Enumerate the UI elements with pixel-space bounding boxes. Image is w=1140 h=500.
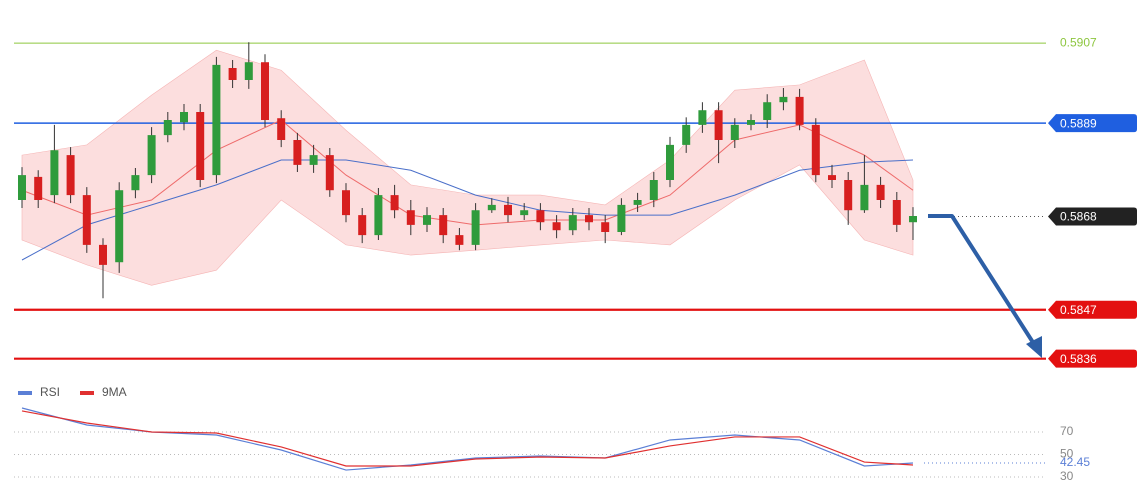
candle-body <box>520 210 529 216</box>
candle-body <box>115 190 124 263</box>
candle-body <box>633 200 642 205</box>
candle-body <box>844 180 853 211</box>
candle-body <box>99 244 107 265</box>
level-label: 0.5907 <box>1060 35 1097 49</box>
candle-body <box>860 184 869 211</box>
candle-body <box>666 144 674 180</box>
legend-label: 9MA <box>102 385 127 399</box>
candle-body <box>828 175 836 180</box>
candle-body <box>585 215 593 223</box>
candle-body <box>325 155 334 191</box>
candle-body <box>811 124 820 176</box>
rsi-line <box>21 410 914 467</box>
candle-body <box>747 120 755 125</box>
current-rsi-label: 42.45 <box>1060 455 1090 469</box>
candle-body <box>82 195 91 245</box>
candle-body <box>892 200 901 225</box>
candle-body <box>504 204 512 216</box>
candle-body <box>358 215 367 236</box>
arrow-line <box>928 214 1036 346</box>
candle-body <box>423 215 431 225</box>
candle-body <box>163 120 172 136</box>
y-tick-label: 70 <box>1060 424 1074 438</box>
candle-body <box>439 215 448 236</box>
rsi-line <box>21 407 914 471</box>
candle-body <box>293 140 302 165</box>
forecast-arrow <box>928 214 1042 358</box>
candle-body <box>795 96 804 125</box>
candle-body <box>698 110 707 125</box>
candle-body <box>909 216 917 223</box>
level-badge <box>1048 349 1137 368</box>
candle-body <box>196 112 205 180</box>
legend-label: RSI <box>40 385 60 399</box>
level-badge <box>1048 114 1137 133</box>
candle-body <box>147 135 156 176</box>
moving-average-slow <box>21 159 914 261</box>
candle-body <box>649 180 658 200</box>
candle-body <box>714 110 723 140</box>
candle-body <box>487 204 496 211</box>
level-label: 0.5847 <box>1060 303 1097 317</box>
candle-body <box>18 175 26 200</box>
candle-body <box>277 118 286 140</box>
level-label: 0.5889 <box>1060 116 1097 130</box>
candle-body <box>34 176 43 200</box>
y-tick-label: 50 <box>1060 447 1074 461</box>
candle-body <box>309 155 318 165</box>
y-tick-label: 30 <box>1060 469 1074 483</box>
candle-body <box>406 210 415 225</box>
price-pane: 0.5907 0.5889 0.5868 0.5847 0.5836 <box>14 35 1137 368</box>
candle-body <box>390 195 399 211</box>
level-badge <box>1048 300 1137 319</box>
candle-body <box>601 222 610 232</box>
candle-body <box>617 204 626 232</box>
candle-body <box>876 184 885 200</box>
candle-body <box>244 62 253 80</box>
level-label: 0.5836 <box>1060 352 1097 366</box>
candle-body <box>342 190 350 216</box>
candle-body <box>228 68 237 80</box>
level-badge <box>1048 207 1137 226</box>
candle-body <box>552 222 561 231</box>
candle-body <box>763 102 772 120</box>
level-label: 0.5868 <box>1060 210 1097 224</box>
candle-body <box>455 235 464 245</box>
candle-body <box>212 64 221 176</box>
candle-body <box>536 210 545 223</box>
candle-body <box>180 112 188 123</box>
bollinger-band <box>21 49 914 286</box>
candle-body <box>730 124 739 140</box>
candle-body <box>261 62 269 120</box>
candle-body <box>374 195 383 236</box>
candle-body <box>682 124 691 145</box>
candle-body <box>779 96 788 103</box>
candle-body <box>131 175 140 191</box>
candle-body <box>50 150 59 196</box>
candle-body <box>568 215 577 231</box>
candle-body <box>471 210 480 245</box>
candle-body <box>66 155 75 196</box>
arrow-head <box>1026 336 1042 358</box>
